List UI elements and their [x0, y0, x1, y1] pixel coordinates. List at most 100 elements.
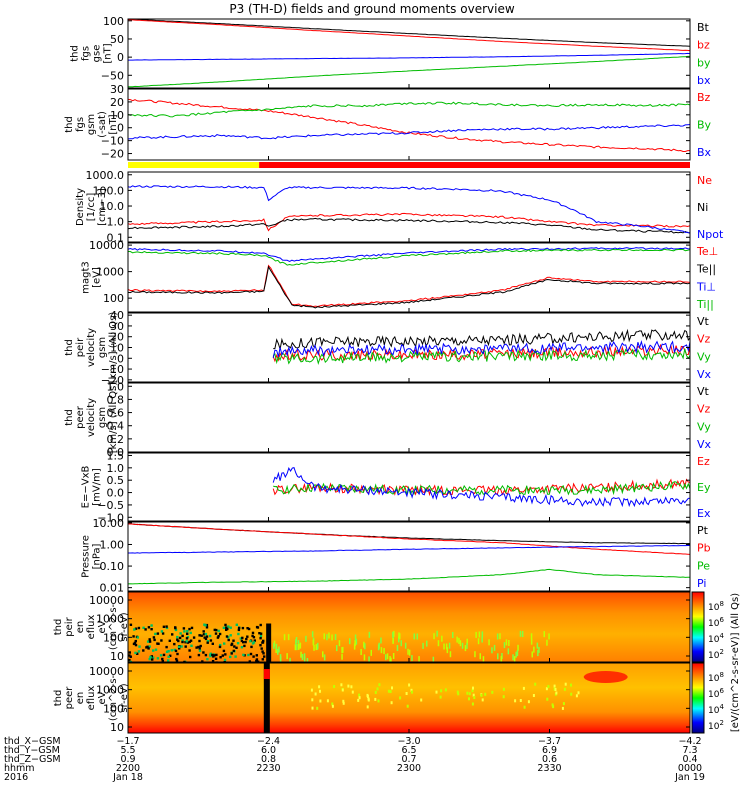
y-axis-label-line: [nT]	[103, 43, 114, 63]
peer-spectrogram-pixel	[350, 685, 353, 689]
peir-spectrogram-pixel	[436, 630, 438, 637]
peir-spectrogram-pixel	[136, 636, 139, 639]
colorbar-tick-label: 102	[708, 648, 724, 661]
peer-spectrogram-pixel	[391, 686, 393, 690]
peir-spectrogram-pixel	[134, 627, 138, 630]
peir-spectrogram-pixel	[278, 646, 280, 653]
peir-spectrogram-pixel	[181, 640, 184, 644]
legend-pressure-Pe: Pe	[697, 559, 710, 572]
peir-spectrogram-pixel	[530, 633, 533, 640]
peir-spectrogram-pixel	[237, 628, 241, 632]
peir-spectrogram-pixel	[252, 636, 256, 639]
peir-spectrogram-pixel	[232, 639, 235, 642]
peer-spectrogram-pixel	[468, 692, 471, 696]
peir-spectrogram-pixel	[179, 632, 182, 635]
peir-spectrogram-pixel	[548, 633, 550, 640]
x-tick-value: 0.9	[120, 754, 135, 765]
peir-spectrogram-pixel	[240, 639, 244, 643]
peir-spectrogram-pixel	[458, 637, 460, 644]
peir-spectrogram-pixel	[342, 646, 344, 653]
peir-spectrogram-pixel	[242, 641, 245, 644]
peer-spectrogram-pixel	[570, 683, 572, 687]
x-tick-value: −3.0	[397, 736, 420, 747]
peir-spectrogram-pixel	[331, 634, 333, 641]
peer-spectrogram-pixel	[563, 687, 566, 691]
y-axis-label-line: gse	[92, 45, 103, 63]
series-line-peir-velocity-Vx	[272, 339, 691, 359]
peir-spectrogram-pixel	[393, 630, 395, 637]
peir-spectrogram-pixel	[392, 637, 394, 644]
peir-spectrogram-pixel	[386, 653, 389, 660]
peir-spectrogram-pixel	[206, 640, 210, 643]
y-axis-label-line: Pressure	[81, 535, 92, 578]
peir-spectrogram-pixel	[184, 645, 187, 648]
peer-spectrogram-pixel	[480, 693, 483, 697]
y-tick-label: 1.0	[107, 380, 125, 393]
y-axis-label-line: (cm^2-s-	[108, 674, 119, 721]
peir-spectrogram-pixel	[289, 657, 291, 664]
peer-spectrogram-pixel	[472, 693, 475, 697]
peir-spectrogram-pixel	[147, 626, 151, 629]
peir-spectrogram-pixel	[273, 642, 275, 649]
peer-spectrogram-pixel	[410, 688, 413, 692]
y-tick-label: 0.6	[107, 407, 125, 420]
y-axis-label-line: gsm	[86, 114, 97, 135]
panels-group: 100500−50thdfgsgse[nT]Btbzbybx3020100−10…	[53, 15, 741, 734]
colorbar-tick-label: 106	[708, 616, 724, 629]
y-tick-label: 0.8	[107, 393, 125, 406]
peir-spectrogram-pixel	[192, 636, 196, 639]
peir-spectrogram-pixel	[407, 648, 409, 655]
peir-spectrogram-pixel	[219, 643, 222, 647]
series-line-fgs-gse-bx	[128, 52, 691, 61]
y-axis-label-line: velocity	[86, 398, 97, 437]
y-tick-label: 20	[110, 331, 124, 344]
peer-spectrogram-hot-region	[583, 671, 628, 683]
peir-spectrogram-pixel	[252, 655, 255, 658]
peir-spectrogram-pixel	[204, 624, 207, 627]
peir-spectrogram-pixel	[255, 625, 259, 629]
peer-spectrogram-pixel	[366, 695, 369, 698]
peer-spectrogram-pixel	[444, 688, 447, 692]
y-axis-label-line: sr-eV)	[119, 612, 130, 641]
x-tick-value: 0.7	[401, 754, 416, 765]
peir-spectrogram-pixel	[229, 626, 232, 629]
peir-spectrogram-pixel	[432, 656, 435, 663]
y-tick-label: 1000	[96, 684, 124, 697]
peer-spectrogram-pixel	[457, 692, 460, 696]
y-tick-label: 0	[117, 352, 124, 365]
legend-peir-velocity-Vz: Vz	[697, 333, 711, 346]
peir-spectrogram-pixel	[200, 634, 203, 637]
legend-peir-velocity-Vy: Vy	[697, 350, 711, 363]
x-tick-value: 7.3	[682, 745, 697, 756]
peer-spectrogram-pixel	[420, 698, 423, 702]
peir-spectrogram-pixel	[144, 628, 147, 631]
peir-spectrogram-pixel	[531, 651, 533, 658]
peir-spectrogram-pixel	[198, 639, 201, 643]
y-axis-label-line: peer	[75, 405, 86, 429]
peer-spectrogram-pixel	[519, 699, 522, 702]
y-tick-label: 0.0	[107, 446, 125, 459]
peer-spectrogram-pixel	[367, 698, 370, 702]
peir-spectrogram-pixel	[441, 635, 443, 642]
peer-spectrogram-pixel	[546, 697, 549, 701]
peir-spectrogram-pixel	[240, 646, 244, 649]
legend-peer-velocity-Vt: Vt	[697, 385, 710, 398]
peir-spectrogram-pixel	[306, 658, 309, 664]
peir-spectrogram-pixel	[230, 643, 233, 647]
peir-spectrogram-pixel	[385, 654, 387, 661]
panel-pressure: 10.00 1.00 0.10 0.01 Pressure[nPa] Pt Pb Pe Pi	[81, 517, 711, 595]
peir-spectrogram-pixel	[134, 643, 138, 647]
peir-spectrogram-pixel	[136, 652, 139, 655]
y-tick-label: 20	[110, 96, 124, 109]
series-line-pressure-Pi	[128, 545, 690, 554]
y-axis-label-line: en	[75, 692, 86, 705]
legend-efield-Ex: Ex	[697, 507, 711, 520]
peir-spectrogram-pixel	[283, 634, 286, 641]
peir-spectrogram-pixel	[364, 643, 366, 650]
peir-spectrogram-pixel	[175, 659, 179, 662]
peir-spectrogram-pixel	[443, 643, 445, 650]
peir-spectrogram-pixel	[162, 625, 166, 628]
peir-spectrogram-pixel	[235, 623, 238, 626]
peir-spectrogram-pixel	[253, 639, 256, 642]
